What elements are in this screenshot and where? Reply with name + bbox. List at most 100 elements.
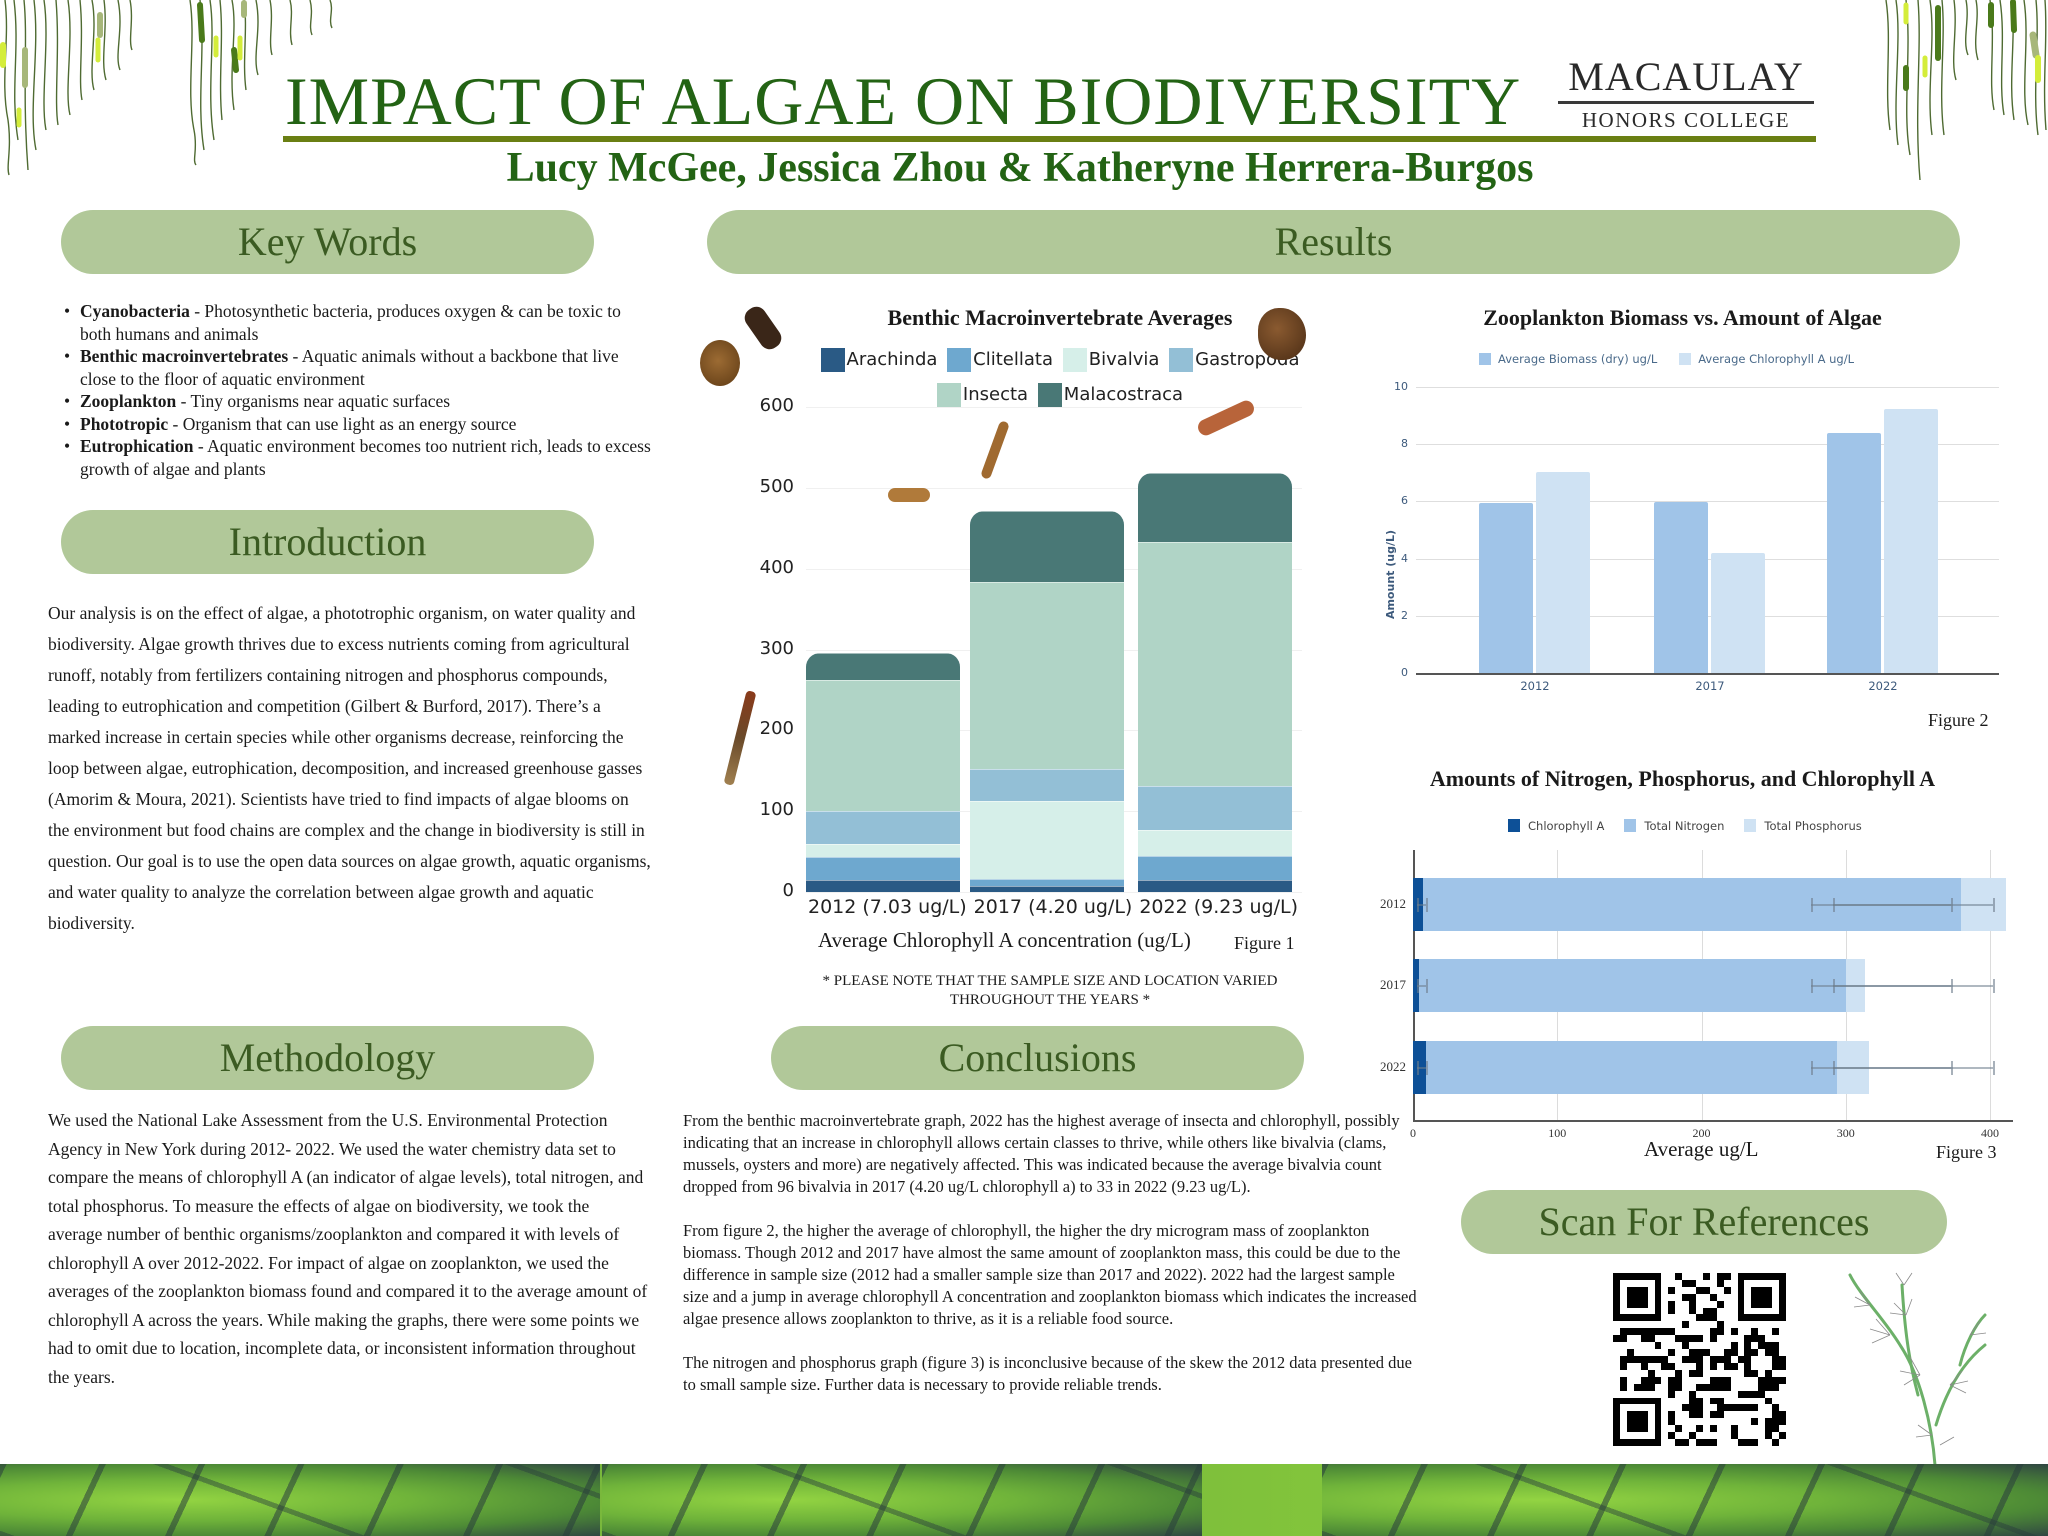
error-bar	[1832, 1066, 1993, 1069]
x-axis-line	[1413, 1120, 2013, 1122]
qr-module	[1640, 1390, 1648, 1398]
error-bar-cap	[1832, 897, 1835, 912]
qr-module	[1682, 1300, 1690, 1308]
qr-module	[1626, 1411, 1634, 1419]
gridline	[806, 487, 1302, 489]
qr-module	[1709, 1390, 1717, 1398]
qr-code-icon[interactable]	[1613, 1273, 1786, 1446]
qr-module	[1640, 1383, 1648, 1391]
qr-module	[1633, 1273, 1641, 1280]
bar-segment	[1138, 879, 1292, 892]
qr-module	[1702, 1342, 1710, 1350]
term: Eutrophication	[80, 436, 194, 456]
qr-module	[1765, 1321, 1773, 1329]
algae-decoration-right	[1885, 0, 2047, 181]
qr-module	[1758, 1300, 1766, 1308]
qr-module	[1758, 1321, 1766, 1329]
qr-module	[1723, 1321, 1731, 1329]
qr-module	[1675, 1397, 1683, 1405]
qr-module	[1744, 1376, 1752, 1384]
qr-module	[1654, 1432, 1662, 1440]
qr-module	[1647, 1362, 1655, 1370]
bar-segment	[1138, 473, 1292, 542]
qr-module	[1668, 1356, 1676, 1363]
qr-module	[1696, 1273, 1703, 1280]
qr-module	[1751, 1307, 1759, 1315]
qr-module	[1758, 1342, 1766, 1350]
qr-module	[1626, 1328, 1634, 1336]
qr-module	[1696, 1411, 1703, 1419]
qr-module	[1702, 1411, 1710, 1419]
qr-module	[1758, 1432, 1766, 1440]
qr-module	[1633, 1411, 1641, 1419]
qr-module	[1730, 1369, 1738, 1377]
qr-module	[1619, 1314, 1627, 1322]
qr-module	[1668, 1349, 1676, 1357]
qr-module	[1716, 1411, 1724, 1419]
qr-module	[1723, 1293, 1731, 1301]
qr-module	[1640, 1349, 1648, 1357]
qr-module	[1682, 1307, 1690, 1315]
qr-module	[1758, 1279, 1766, 1287]
qr-module	[1702, 1425, 1710, 1433]
qr-module	[1613, 1411, 1620, 1419]
y-tick-label: 8	[1401, 437, 1408, 451]
qr-module	[1709, 1300, 1717, 1308]
qr-module	[1619, 1404, 1627, 1412]
qr-module	[1737, 1397, 1745, 1405]
qr-module	[1716, 1369, 1724, 1377]
qr-module	[1702, 1369, 1710, 1377]
qr-module	[1772, 1397, 1780, 1405]
qr-module	[1613, 1390, 1620, 1398]
qr-module	[1626, 1397, 1634, 1405]
qr-module	[1723, 1404, 1731, 1412]
qr-module	[1661, 1342, 1669, 1350]
qr-module	[1682, 1356, 1690, 1363]
list-item: Phototropic - Organism that can use ligh…	[62, 413, 652, 436]
qr-module	[1626, 1376, 1634, 1384]
qr-module	[1723, 1432, 1731, 1440]
qr-module	[1689, 1314, 1697, 1322]
qr-module	[1675, 1279, 1683, 1287]
qr-module	[1716, 1397, 1724, 1405]
bar	[1654, 501, 1708, 673]
qr-module	[1689, 1356, 1697, 1363]
qr-module	[1772, 1273, 1780, 1280]
qr-module	[1633, 1383, 1641, 1391]
qr-module	[1633, 1328, 1641, 1336]
bar-segment	[970, 801, 1124, 880]
insect-larva-icon	[740, 302, 786, 354]
x-tick-label: 2022	[1868, 679, 1898, 693]
qr-module	[1772, 1314, 1780, 1322]
qr-module	[1619, 1279, 1627, 1287]
qr-module	[1619, 1328, 1627, 1336]
qr-module	[1613, 1418, 1620, 1426]
qr-module	[1751, 1376, 1759, 1384]
y-tick-label: 0	[782, 880, 794, 901]
qr-module	[1633, 1390, 1641, 1398]
qr-module	[1689, 1293, 1697, 1301]
legend-item: Total Nitrogen	[1624, 819, 1724, 833]
qr-module	[1709, 1286, 1717, 1294]
qr-module	[1709, 1307, 1717, 1315]
qr-module	[1633, 1300, 1641, 1308]
qr-module	[1772, 1356, 1780, 1363]
qr-module	[1647, 1286, 1655, 1294]
qr-module	[1779, 1411, 1786, 1419]
qr-module	[1675, 1293, 1683, 1301]
qr-module	[1619, 1425, 1627, 1433]
qr-module	[1661, 1404, 1669, 1412]
legend-item: Average Biomass (dry) ug/L	[1479, 352, 1657, 366]
qr-module	[1737, 1356, 1745, 1363]
qr-module	[1613, 1328, 1620, 1336]
bar-segment	[1413, 959, 1419, 1012]
section-heading-key-words: Key Words	[61, 210, 594, 274]
qr-module	[1626, 1404, 1634, 1412]
qr-module	[1654, 1335, 1662, 1343]
qr-module	[1626, 1342, 1634, 1350]
error-bar-cap	[1811, 897, 1814, 912]
error-bar-cap	[1832, 978, 1835, 993]
qr-module	[1772, 1321, 1780, 1329]
qr-module	[1730, 1349, 1738, 1357]
qr-module	[1744, 1404, 1752, 1412]
